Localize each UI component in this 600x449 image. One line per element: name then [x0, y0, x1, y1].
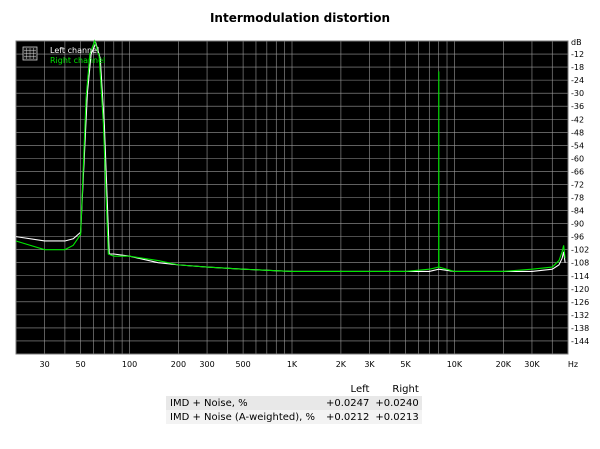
x-tick-label: 300	[199, 360, 214, 369]
y-tick-label: -108	[571, 259, 589, 268]
y-unit-label: dB	[571, 38, 582, 47]
results-header-right: Right	[372, 382, 422, 396]
legend-entry-right: Right channel	[50, 56, 105, 65]
y-tick-label: -24	[571, 76, 584, 85]
x-tick-label: 3K	[364, 360, 375, 369]
x-unit-label: Hz	[568, 360, 578, 369]
y-tick-label: -60	[571, 154, 584, 163]
x-tick-label: 100	[122, 360, 137, 369]
y-tick-label: -12	[571, 50, 584, 59]
x-tick-label: 20K	[496, 360, 512, 369]
results-header-left: Left	[323, 382, 373, 396]
y-tick-label: -66	[571, 167, 584, 176]
row-left-value: +0.0212	[323, 410, 373, 424]
y-tick-label: -36	[571, 102, 584, 111]
x-tick-label: 30	[40, 360, 50, 369]
y-tick-label: -96	[571, 233, 584, 242]
y-tick-label: -132	[571, 311, 589, 320]
imd-spectrum-plot: -12 -18 -24 -30 -36 -42 -48 -54 -60 -66 -72 -78 -84 -…	[15, 38, 589, 369]
x-tick-label: 2K	[336, 360, 347, 369]
table-row: IMD + Noise, % +0.0247 +0.0240	[166, 396, 422, 410]
series-line-right	[15, 39, 566, 272]
x-tick-label: 1K	[287, 360, 298, 369]
y-tick-label: -42	[571, 115, 584, 124]
row-label: IMD + Noise (A-weighted), %	[166, 410, 323, 424]
y-tick-label: -120	[571, 285, 589, 294]
y-tick-label: -72	[571, 180, 584, 189]
x-tick-label: 200	[171, 360, 186, 369]
x-tick-label: 10K	[447, 360, 463, 369]
x-tick-label: 5K	[400, 360, 411, 369]
legend-entry-left: Left channel	[50, 46, 99, 55]
y-tick-label: -102	[571, 246, 589, 255]
y-tick-label: -30	[571, 89, 584, 98]
results-table: Left Right IMD + Noise, % +0.0247 +0.024…	[166, 382, 422, 424]
row-label: IMD + Noise, %	[166, 396, 323, 410]
row-left-value: +0.0247	[323, 396, 373, 410]
results-header-row: Left Right	[166, 382, 422, 396]
row-right-value: +0.0213	[372, 410, 422, 424]
results-header-blank	[166, 382, 323, 396]
plot-border	[15, 40, 569, 355]
x-tick-label: 30K	[524, 360, 540, 369]
y-tick-label: -114	[571, 272, 589, 281]
y-tick-label: -84	[571, 207, 584, 216]
y-tick-label: -90	[571, 220, 584, 229]
chart-title: Intermodulation distortion	[209, 11, 391, 25]
y-tick-label: -54	[571, 141, 584, 150]
table-row: IMD + Noise (A-weighted), % +0.0212 +0.0…	[166, 410, 422, 424]
y-tick-label: -48	[571, 128, 584, 137]
grid	[15, 40, 569, 355]
row-right-value: +0.0240	[372, 396, 422, 410]
x-tick-label: 500	[235, 360, 250, 369]
y-tick-label: -18	[571, 63, 584, 72]
y-tick-label: -126	[571, 298, 589, 307]
y-tick-label: -138	[571, 324, 589, 333]
x-tick-label: 50	[76, 360, 86, 369]
y-tick-label: -144	[571, 337, 589, 346]
y-tick-label: -78	[571, 194, 584, 203]
